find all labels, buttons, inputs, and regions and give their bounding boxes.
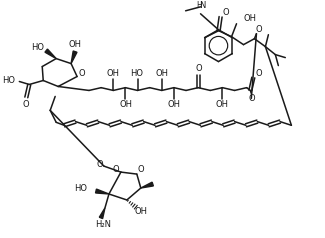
Text: O: O — [112, 165, 119, 174]
Text: OH: OH — [167, 100, 180, 109]
Text: N: N — [199, 1, 206, 10]
Text: OH: OH — [155, 69, 168, 78]
Text: H₂N: H₂N — [95, 220, 111, 229]
Polygon shape — [71, 51, 77, 64]
Text: O: O — [256, 69, 263, 78]
Polygon shape — [96, 189, 109, 194]
Text: OH: OH — [120, 100, 133, 109]
Text: OH: OH — [243, 14, 256, 23]
Text: OH: OH — [69, 40, 82, 49]
Text: O: O — [79, 69, 85, 78]
Text: HO: HO — [74, 183, 87, 193]
Text: O: O — [137, 165, 144, 174]
Text: O: O — [97, 160, 103, 169]
Text: O: O — [196, 64, 202, 73]
Polygon shape — [99, 208, 105, 218]
Text: H: H — [197, 1, 202, 10]
Text: O: O — [248, 94, 254, 103]
Text: OH: OH — [107, 69, 120, 78]
Text: OH: OH — [216, 100, 229, 109]
Text: HO: HO — [130, 69, 143, 78]
Text: O: O — [23, 100, 30, 109]
Text: OH: OH — [134, 208, 147, 216]
Text: O: O — [255, 25, 262, 34]
Polygon shape — [45, 49, 56, 59]
Text: O: O — [222, 8, 229, 17]
Text: HO: HO — [31, 43, 44, 52]
Text: HO: HO — [2, 76, 15, 85]
Polygon shape — [141, 182, 153, 188]
